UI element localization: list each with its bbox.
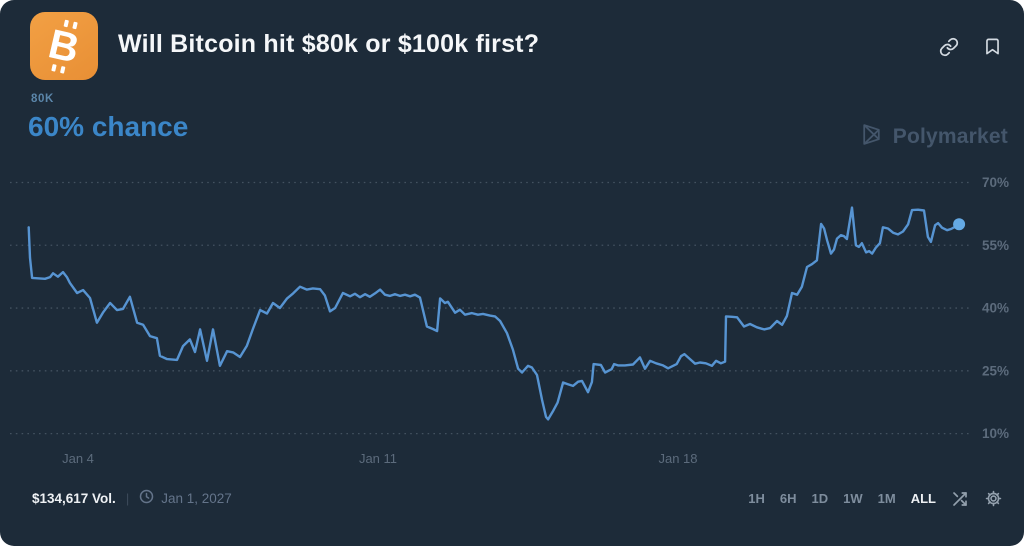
brand-name: Polymarket xyxy=(892,125,1008,148)
bookmark-icon[interactable] xyxy=(983,36,1002,57)
range-button-1h[interactable]: 1H xyxy=(748,491,765,506)
range-button-1m[interactable]: 1M xyxy=(877,491,896,506)
x-axis-label-jan-4: Jan 4 xyxy=(62,451,94,466)
range-button-1w[interactable]: 1W xyxy=(843,491,863,506)
settings-gear-icon[interactable] xyxy=(984,489,1003,508)
footer-divider: | xyxy=(125,490,130,506)
range-button-all[interactable]: ALL xyxy=(910,491,936,506)
y-axis-label-40: 40% xyxy=(982,301,1009,316)
expand-chart-icon[interactable] xyxy=(951,490,969,508)
y-axis-label-25: 25% xyxy=(982,363,1009,378)
start-date-text: Jan 1, 2027 xyxy=(161,490,232,506)
clock-icon xyxy=(139,489,154,507)
price-line-80k xyxy=(27,206,961,421)
x-axis-label-jan-11: Jan 11 xyxy=(359,451,397,466)
time-range-toolbar: 1H 6H 1D 1W 1M ALL xyxy=(748,489,1003,508)
copy-link-icon[interactable] xyxy=(939,37,959,57)
start-date: Jan 1, 2027 xyxy=(139,489,232,507)
x-axis-label-jan-18: Jan 18 xyxy=(658,451,697,466)
y-axis-label-70: 70% xyxy=(982,175,1009,190)
outcome-label: 80K xyxy=(31,93,54,105)
brand-watermark: Polymarket xyxy=(859,122,1008,152)
current-value-dot xyxy=(953,218,966,231)
range-button-6h[interactable]: 6H xyxy=(779,491,797,506)
chance-value: 60% chance xyxy=(28,111,189,142)
y-axis-label-10: 10% xyxy=(982,426,1009,441)
polymarket-logo-icon xyxy=(859,122,884,152)
volume-label: $134,617 Vol. xyxy=(32,490,116,506)
page-title: Will Bitcoin hit $80k or $100k first? xyxy=(118,30,540,58)
range-button-1d[interactable]: 1D xyxy=(811,491,829,506)
bitcoin-icon: B xyxy=(30,12,98,80)
y-axis-label-55: 55% xyxy=(982,238,1009,253)
